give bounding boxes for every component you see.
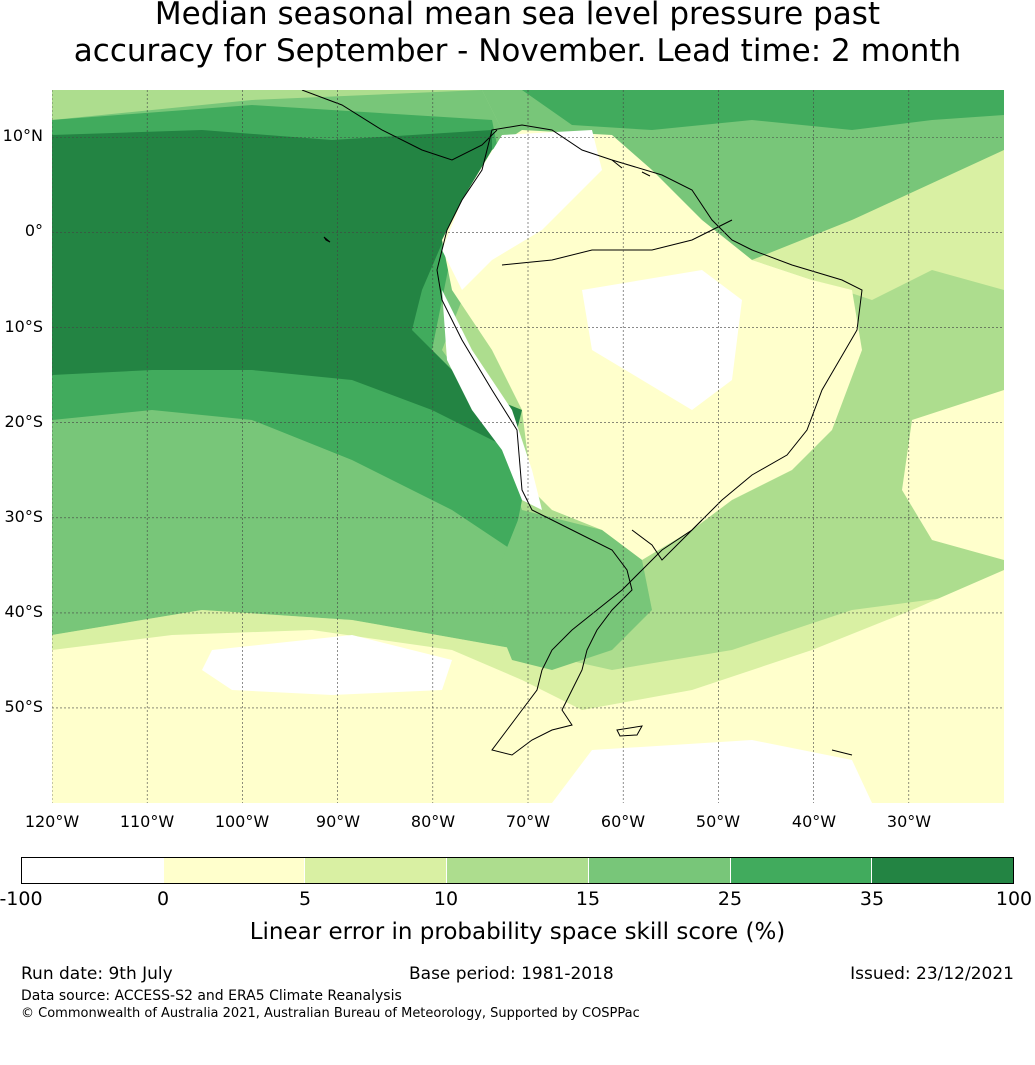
skill-field-ne-band bbox=[482, 90, 1004, 260]
lat-label-30s: 30°S bbox=[4, 507, 43, 526]
lat-label-20s: 20°S bbox=[4, 412, 43, 431]
colorbar-bin-7 bbox=[871, 858, 1014, 883]
map-title: Median seasonal mean sea level pressure … bbox=[0, 0, 1035, 70]
coastline-caribbean-islands bbox=[611, 159, 651, 177]
skill-field-ne-light bbox=[752, 150, 1004, 300]
lon-label-90w: 90°W bbox=[315, 812, 361, 831]
lon-label-30w: 30°W bbox=[886, 812, 932, 831]
colorbar-bin-3 bbox=[304, 858, 447, 883]
lon-label-80w: 80°W bbox=[410, 812, 456, 831]
skill-field-andes-white bbox=[442, 290, 542, 510]
colorbar-tick-6: 25 bbox=[717, 888, 743, 910]
colorbar-tick-1: -100 bbox=[0, 888, 43, 910]
graticule bbox=[52, 90, 1004, 803]
skill-field-continent-white-2 bbox=[582, 270, 742, 410]
lat-label-0: 0° bbox=[24, 221, 43, 240]
colorbar bbox=[21, 857, 1014, 884]
title-line-2: accuracy for September - November. Lead … bbox=[73, 33, 962, 69]
lon-label-60w: 60°W bbox=[600, 812, 646, 831]
lon-label-70w: 70°W bbox=[505, 812, 551, 831]
coastline-south-georgia bbox=[831, 749, 853, 756]
data-source: Data source: ACCESS-S2 and ERA5 Climate … bbox=[21, 988, 402, 1004]
colorbar-tick-4: 10 bbox=[433, 888, 459, 910]
skill-field-pacific-strong bbox=[52, 130, 522, 450]
lat-label-10s: 10°S bbox=[4, 317, 43, 336]
lat-label-50s: 50°S bbox=[4, 697, 43, 716]
issued-date: Issued: 23/12/2021 bbox=[850, 964, 1014, 984]
colorbar-tick-5: 15 bbox=[575, 888, 601, 910]
coastline-galapagos bbox=[323, 236, 331, 243]
skill-field-ne-strong bbox=[522, 90, 1004, 130]
colorbar-tick-8: 100 bbox=[995, 888, 1033, 910]
colorbar-bin-4 bbox=[446, 858, 588, 883]
colorbar-label: Linear error in probability space skill … bbox=[249, 919, 786, 945]
lon-label-110w: 110°W bbox=[119, 812, 175, 831]
base-period: Base period: 1981-2018 bbox=[409, 964, 614, 984]
coastline-central-america bbox=[301, 90, 498, 161]
skill-field-south-white bbox=[202, 635, 452, 695]
coastline-amazon bbox=[501, 219, 733, 266]
colorbar-tick-2: 0 bbox=[156, 888, 170, 910]
copyright: © Commonwealth of Australia 2021, Austra… bbox=[21, 1006, 640, 1021]
colorbar-bin-2 bbox=[162, 858, 305, 883]
lon-label-40w: 40°W bbox=[791, 812, 837, 831]
lat-label-10n: 10°N bbox=[2, 126, 43, 145]
colorbar-bin-6 bbox=[729, 858, 872, 883]
coastline-plata bbox=[631, 519, 703, 561]
map-canvas bbox=[52, 90, 1004, 803]
title-line-1: Median seasonal mean sea level pressure … bbox=[154, 0, 881, 32]
coastline-south-america bbox=[436, 124, 863, 756]
colorbar-bin-1 bbox=[22, 858, 163, 883]
coastline-falklands bbox=[616, 725, 643, 737]
lon-label-120w: 120°W bbox=[24, 812, 80, 831]
skill-field-east-white bbox=[902, 390, 1004, 560]
lon-label-100w: 100°W bbox=[214, 812, 270, 831]
lat-label-40s: 40°S bbox=[4, 602, 43, 621]
colorbar-bin-5 bbox=[587, 858, 730, 883]
lon-label-50w: 50°W bbox=[695, 812, 741, 831]
run-date: Run date: 9th July bbox=[21, 964, 173, 984]
colorbar-tick-7: 35 bbox=[859, 888, 885, 910]
skill-field-south-white-2 bbox=[552, 740, 872, 803]
colorbar-tick-3: 5 bbox=[298, 888, 312, 910]
skill-score-map bbox=[52, 90, 1004, 803]
